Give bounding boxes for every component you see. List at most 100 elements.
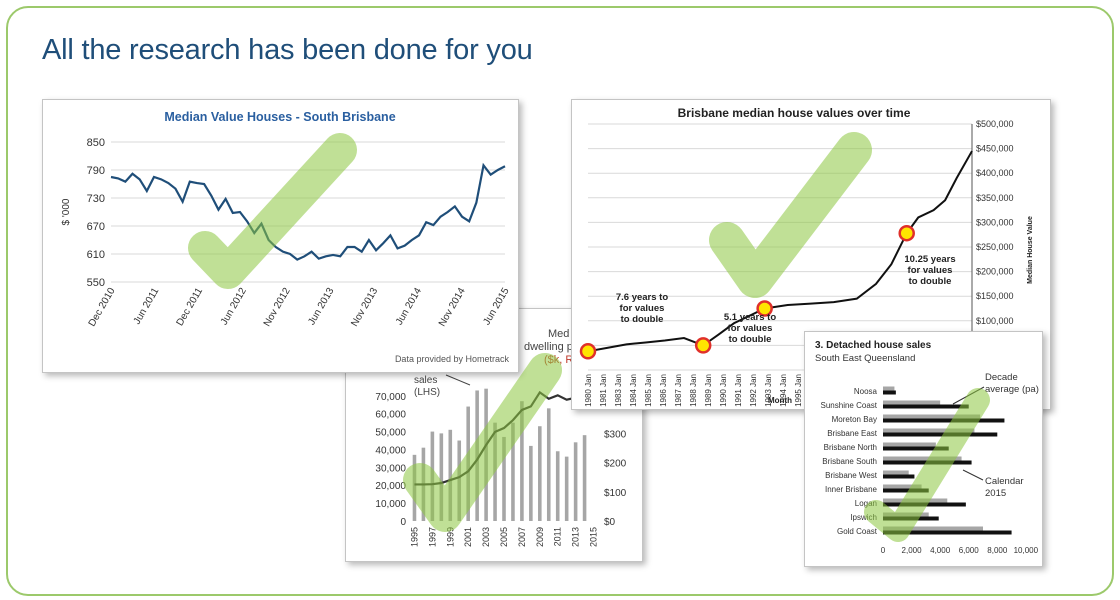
y-left-tick-label: 20,000 bbox=[375, 481, 406, 492]
sales-bar bbox=[448, 429, 453, 521]
category-label: Moreton Bay bbox=[832, 415, 877, 424]
y-tick-label: 550 bbox=[87, 277, 105, 289]
x-tick-label: 2003 bbox=[481, 527, 491, 547]
milestone-marker bbox=[694, 337, 712, 354]
decade-average-bar bbox=[883, 470, 909, 475]
legend-label: Decade bbox=[985, 372, 1018, 383]
x-tick-label: 1984 Jan bbox=[629, 374, 638, 407]
doubling-annotation: to double bbox=[909, 276, 952, 287]
y-tick-label: 670 bbox=[87, 221, 105, 233]
sales-bar bbox=[538, 426, 542, 521]
category-label: Brisbane West bbox=[825, 471, 878, 480]
checkmark-icon bbox=[864, 388, 990, 542]
y-tick-label: 610 bbox=[87, 249, 105, 261]
y-right-tick-label: $300 bbox=[604, 429, 627, 440]
sales-bar bbox=[439, 433, 444, 521]
median-value-line bbox=[110, 162, 506, 261]
calendar-2015-bar bbox=[883, 432, 998, 437]
checkmark-icon bbox=[709, 132, 872, 298]
doubling-annotation: to double bbox=[729, 334, 772, 345]
median-value-line bbox=[587, 150, 973, 353]
y-axis-label: Median House Value bbox=[1027, 216, 1034, 284]
y-tick-label: $400,000 bbox=[976, 168, 1014, 178]
x-tick-label: 1986 Jan bbox=[659, 374, 668, 407]
x-tick-label: 2005 bbox=[499, 527, 509, 547]
x-tick-label: 1980 Jan bbox=[584, 374, 593, 407]
decade-average-bar bbox=[883, 484, 922, 489]
sales-bar bbox=[564, 456, 569, 521]
calendar-2015-bar bbox=[883, 404, 969, 409]
x-tick-label: 0 bbox=[881, 546, 886, 555]
decade-average-bar bbox=[883, 414, 981, 419]
x-tick-label: 1981 Jan bbox=[599, 374, 608, 407]
category-label: Brisbane East bbox=[827, 429, 878, 438]
x-axis-label: Month bbox=[768, 396, 792, 405]
decade-average-bar bbox=[883, 400, 941, 405]
x-tick-label: 2011 bbox=[553, 527, 563, 546]
x-tick-label: 2013 bbox=[571, 527, 581, 547]
y-tick-label: 790 bbox=[87, 165, 105, 177]
y-left-tick-label: 50,000 bbox=[375, 428, 406, 439]
x-tick-label: 1995 Jan bbox=[794, 374, 803, 407]
decade-average-bar bbox=[883, 428, 975, 433]
page-heading: All the research has been done for you bbox=[42, 34, 533, 66]
x-tick-label: 8,000 bbox=[987, 546, 1008, 555]
y-tick-label: $350,000 bbox=[976, 193, 1014, 203]
x-tick-label: 1992 Jan bbox=[749, 374, 758, 407]
doubling-annotation: 5.1 years to bbox=[724, 312, 776, 323]
doubling-annotation: 10.25 years bbox=[904, 254, 955, 265]
x-tick-label: 1989 Jan bbox=[704, 374, 713, 407]
y-right-tick-label: $0 bbox=[604, 517, 616, 528]
doubling-annotation: to double bbox=[621, 314, 664, 325]
x-tick-label: 4,000 bbox=[930, 546, 951, 555]
y-tick-label: $100,000 bbox=[976, 316, 1014, 326]
y-tick-label: $500,000 bbox=[976, 119, 1014, 129]
x-tick-label: 1997 bbox=[427, 527, 437, 547]
x-tick-label: 2001 bbox=[463, 527, 473, 547]
x-tick-label: 1999 bbox=[445, 527, 455, 547]
doubling-annotation: for values bbox=[620, 303, 665, 314]
x-tick-label: 1995 bbox=[409, 527, 419, 547]
chart-title: Brisbane median house values over time bbox=[678, 106, 911, 120]
category-label: Inner Brisbane bbox=[825, 485, 878, 494]
annotation-label: Med bbox=[548, 328, 569, 340]
sales-bar bbox=[502, 436, 506, 521]
y-left-tick-label: 60,000 bbox=[375, 410, 406, 421]
legend-label: Calendar bbox=[985, 476, 1024, 487]
sales-bar bbox=[573, 442, 578, 521]
x-tick-label: 1990 Jan bbox=[719, 374, 728, 407]
y-tick-label: 730 bbox=[87, 193, 105, 205]
sales-bar bbox=[582, 435, 587, 521]
doubling-annotation: 7.6 years to bbox=[616, 292, 668, 303]
chart-subtitle: South East Queensland bbox=[815, 353, 915, 364]
y-tick-label: $150,000 bbox=[976, 291, 1014, 301]
calendar-2015-bar bbox=[883, 390, 896, 395]
category-label: Logan bbox=[855, 499, 877, 508]
x-tick-label: 1993 Jan bbox=[764, 374, 773, 407]
y-right-tick-label: $100 bbox=[604, 488, 627, 499]
decade-average-bar bbox=[883, 526, 983, 531]
y-tick-label: $250,000 bbox=[976, 242, 1014, 252]
legend-leader bbox=[962, 469, 984, 481]
annotation-leader bbox=[445, 374, 471, 386]
y-left-tick-label: 10,000 bbox=[375, 499, 406, 510]
decade-average-bar bbox=[883, 386, 895, 391]
category-label: Sunshine Coast bbox=[821, 401, 878, 410]
decade-average-bar bbox=[883, 442, 936, 447]
doubling-annotation: for values bbox=[728, 323, 773, 334]
calendar-2015-bar bbox=[883, 530, 1012, 535]
x-tick-label: 10,000 bbox=[1014, 546, 1039, 555]
chart-title: 3. Detached house sales bbox=[815, 340, 932, 351]
y-tick-label: $300,000 bbox=[976, 217, 1014, 227]
y-tick-label: 850 bbox=[87, 137, 105, 149]
x-tick-label: 2015 bbox=[589, 527, 599, 547]
y-tick-label: $200,000 bbox=[976, 267, 1014, 277]
y-tick-label: $450,000 bbox=[976, 144, 1014, 154]
category-label: Brisbane North bbox=[824, 443, 877, 452]
x-tick-label: 6,000 bbox=[959, 546, 980, 555]
x-tick-label: 1991 Jan bbox=[734, 374, 743, 407]
south-brisbane-chart: Median Value Houses - South Brisbane 550 6… bbox=[61, 110, 512, 364]
legend-label: average (pa) bbox=[985, 384, 1039, 395]
category-label: Gold Coast bbox=[837, 527, 878, 536]
x-tick-label: 2007 bbox=[517, 527, 527, 547]
